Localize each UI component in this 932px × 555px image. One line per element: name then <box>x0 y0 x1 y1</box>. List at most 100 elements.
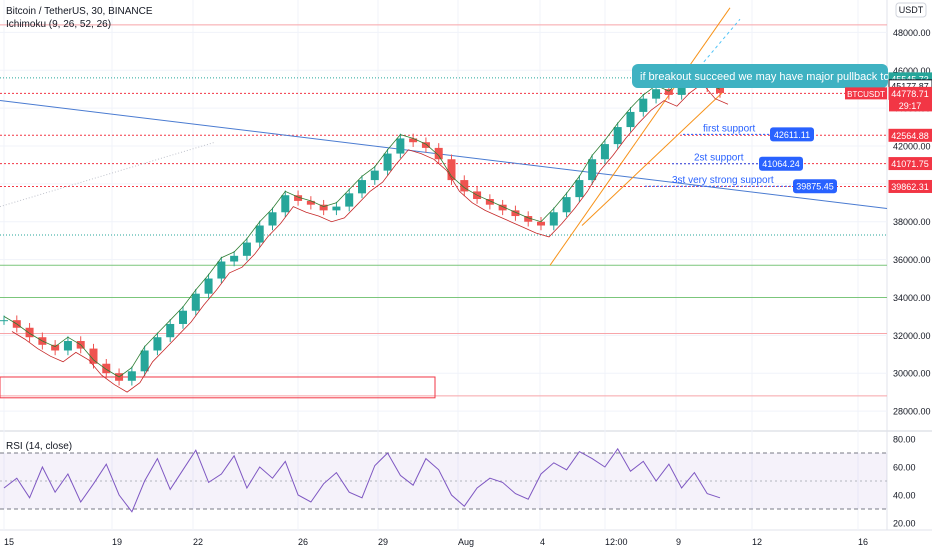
candle-body <box>588 159 597 181</box>
support-value-text: 42611.11 <box>774 130 810 140</box>
candle-body <box>434 147 443 160</box>
price-axis-label-text: 44778.71 <box>891 89 929 99</box>
support-value-badge <box>770 127 814 142</box>
candle-body <box>140 350 149 372</box>
support-label: 2st support <box>694 153 744 164</box>
ichimoku-lagging-span <box>3 67 721 378</box>
symbol-legend[interactable]: Bitcoin / TetherUS, 30, BINANCE <box>6 6 153 17</box>
time-tick-label: 22 <box>193 537 203 547</box>
time-tick-label: 26 <box>298 537 308 547</box>
price-tick-label: 46000.00 <box>893 66 931 76</box>
candle-body <box>179 310 187 324</box>
price-tick-label: 28000.00 <box>893 407 931 417</box>
countdown-text: 29:17 <box>899 101 922 111</box>
candle-body <box>217 261 226 279</box>
candle-body <box>511 210 520 217</box>
support-value-text: 39875.45 <box>796 182 834 192</box>
candle-body <box>204 278 213 294</box>
candle-body <box>345 193 354 207</box>
dotted-trendline <box>0 141 216 208</box>
candle-body <box>549 212 558 226</box>
symbol-tag <box>845 87 887 100</box>
projection-dashed <box>699 18 741 67</box>
candle-body <box>127 371 136 381</box>
candle-body <box>409 138 418 143</box>
candle-body <box>716 87 724 93</box>
candle-body <box>332 206 341 211</box>
candle-body <box>652 89 661 99</box>
candle-body <box>319 204 328 211</box>
time-tick-label: 12 <box>752 537 762 547</box>
candle-body <box>421 142 430 148</box>
price-tick-label: 36000.00 <box>893 255 931 265</box>
candle-body <box>268 212 277 226</box>
price-tick-label: 34000.00 <box>893 293 931 303</box>
rsi-legend[interactable]: RSI (14, close) <box>6 441 73 452</box>
rsi-line <box>3 447 721 513</box>
candle-body <box>562 197 571 213</box>
candle-body <box>358 180 366 194</box>
rsi-band <box>0 453 887 509</box>
candle-body <box>294 195 303 201</box>
support-label: 3st very strong support <box>672 175 774 186</box>
candle-body <box>447 159 456 181</box>
candle-body <box>498 204 507 211</box>
candle-body <box>242 242 251 256</box>
candle-body <box>639 98 648 112</box>
time-tick-label: 15 <box>4 537 14 547</box>
currency-button-label: USDT <box>899 5 924 15</box>
channel-upper <box>549 7 731 266</box>
time-tick-label: 19 <box>112 537 122 547</box>
price-axis-label-text: 41071.75 <box>891 159 929 169</box>
demand-zone-box <box>0 376 436 399</box>
candle-body <box>575 180 584 198</box>
support-value-badge <box>793 179 837 194</box>
candle-body <box>51 344 60 351</box>
time-tick-label: 12:00 <box>605 537 628 547</box>
candle-body <box>25 327 34 338</box>
candle-body <box>153 337 162 351</box>
price-tick-label: 38000.00 <box>893 217 931 227</box>
candle-body <box>485 199 494 205</box>
price-tick-label: 30000.00 <box>893 369 931 379</box>
price-axis-label <box>888 128 932 142</box>
price-axis-label <box>888 179 932 193</box>
rsi-tick-label: 20.00 <box>893 519 916 529</box>
candle-body <box>383 153 392 171</box>
countdown-tag <box>889 99 932 112</box>
candle-body <box>281 195 290 213</box>
candle-body <box>230 255 239 262</box>
candle-body <box>600 144 609 160</box>
price-axis-label-text: 42564.88 <box>891 131 929 141</box>
ichimoku-legend[interactable]: Ichimoku (9, 26, 52, 26) <box>6 19 112 30</box>
candle-body <box>306 200 315 205</box>
price-tick-label: 32000.00 <box>893 331 931 341</box>
candle-body <box>626 111 635 128</box>
time-tick-label: Aug <box>458 537 474 547</box>
annotation-text: if breakout succeed we may have major pu… <box>640 71 889 83</box>
price-tick-label: 42000.00 <box>893 142 931 152</box>
candle-body <box>664 89 673 95</box>
price-axis-label-text: 45177.87 <box>891 81 929 91</box>
descending-trendline <box>0 100 888 209</box>
candle-body <box>396 138 405 154</box>
candle-body <box>102 363 111 374</box>
time-tick-label: 29 <box>378 537 388 547</box>
price-tick-label: 48000.00 <box>893 28 931 38</box>
candle-body <box>524 216 533 222</box>
ichimoku-base-line <box>11 82 729 393</box>
channel-lower <box>581 92 723 226</box>
candle-body <box>537 221 545 226</box>
annotation-callout <box>632 64 888 88</box>
candle-body <box>191 293 200 311</box>
candle-body <box>63 341 72 351</box>
support-value-badge <box>759 156 803 171</box>
candle-body <box>255 225 264 243</box>
currency-button <box>895 2 927 18</box>
time-tick-label: 4 <box>540 537 545 547</box>
support-value-text: 41064.24 <box>762 159 800 169</box>
rsi-tick-label: 80.00 <box>893 435 916 445</box>
time-tick-label: 9 <box>676 537 681 547</box>
